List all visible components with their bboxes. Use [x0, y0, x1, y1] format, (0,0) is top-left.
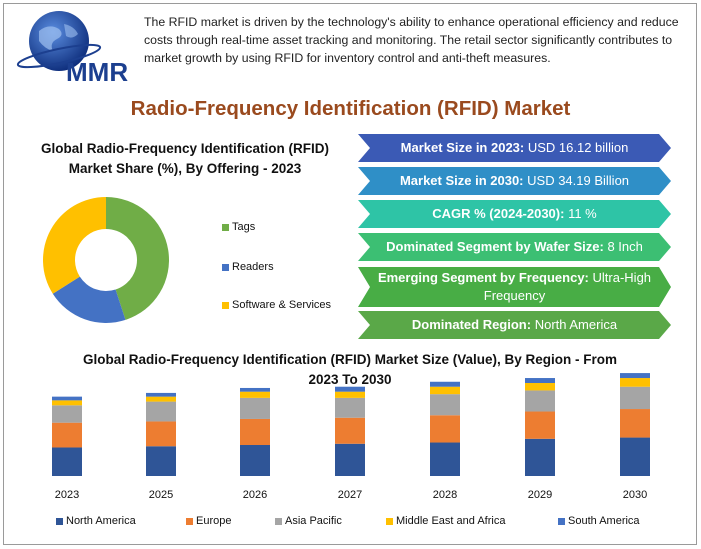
legend-label: Software & Services [232, 299, 332, 311]
banner-market-size-2030: Market Size in 2030: USD 34.19 Billion [358, 167, 671, 195]
banner-value: USD 34.19 Billion [527, 173, 630, 188]
legend-swatch [222, 223, 229, 231]
legend-swatch [558, 517, 565, 525]
legend-swatch [56, 517, 63, 525]
banner-cagr: CAGR % (2024-2030): 11 % [358, 200, 671, 228]
banner-value: 8 Inch [607, 239, 643, 254]
bar-legend-north-america: North America [56, 515, 136, 527]
banner-market-size-2023: Market Size in 2023: USD 16.12 billion [358, 134, 671, 162]
banner-emerging-segment: Emerging Segment by Frequency: Ultra-Hig… [358, 267, 671, 307]
legend-label: Tags [232, 221, 256, 233]
bar-legend-asia-pacific: Asia Pacific [275, 515, 342, 527]
legend-label: South America [568, 515, 640, 527]
legend-label: Readers [232, 261, 274, 273]
banner-label: CAGR % (2024-2030): [432, 206, 565, 221]
pie-legend-tags: Tags [222, 221, 255, 233]
banner-label: Emerging Segment by Frequency: [377, 270, 589, 285]
legend-swatch [386, 517, 393, 525]
banner-label: Market Size in 2030: [399, 173, 524, 188]
legend-swatch [186, 517, 193, 525]
legend-swatch [222, 301, 229, 309]
globe-logo-icon [16, 11, 102, 71]
bar-legend-middle-east-africa: Middle East and Africa [386, 515, 505, 527]
legend-label: North America [66, 515, 136, 527]
logo-text: MMR [66, 57, 128, 86]
legend-swatch [222, 263, 229, 271]
banner-dominated-region: Dominated Region: North America [358, 311, 671, 339]
pie-legend-readers: Readers [222, 261, 274, 273]
banner-label: Dominated Segment by Wafer Size: [386, 239, 604, 254]
mmr-logo: MMR [16, 11, 128, 86]
legend-label: Asia Pacific [285, 515, 342, 527]
donut-slice-tags [106, 197, 169, 320]
banner-label: Dominated Region: [411, 317, 532, 332]
legend-swatch [275, 517, 282, 525]
banner-dominated-segment: Dominated Segment by Wafer Size: 8 Inch [358, 233, 671, 261]
legend-label: Middle East and Africa [396, 515, 506, 527]
banner-label: Market Size in 2023: [400, 140, 525, 155]
pie-legend-software: Software & Services [222, 299, 331, 311]
donut-slice-readers [52, 276, 126, 323]
main-title: Radio-Frequency Identification (RFID) Ma… [130, 97, 571, 120]
banner-value: USD 16.12 billion [527, 140, 629, 155]
bar-legend-europe: Europe [186, 515, 231, 527]
banner-value: Ultra-High Frequency [483, 270, 652, 303]
pie-chart-title: Global Radio-Frequency Identification (R… [40, 141, 329, 176]
banner-value: North America [534, 317, 618, 332]
legend-label: Europe [196, 515, 232, 527]
intro-paragraph: The RFID market is driven by the technol… [144, 15, 679, 65]
donut-slice-software-services [43, 197, 106, 294]
donut-chart [43, 197, 169, 323]
bar-legend-south-america: South America [558, 515, 640, 527]
bar-chart-title: Global Radio-Frequency Identification (R… [82, 352, 618, 387]
banner-value: 11 % [568, 206, 597, 221]
